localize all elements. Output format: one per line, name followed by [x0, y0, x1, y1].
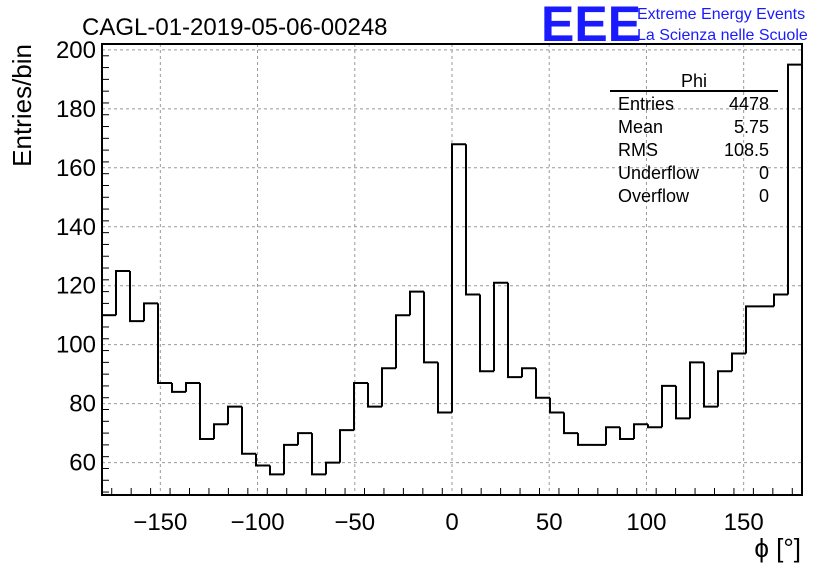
histogram-bin	[269, 465, 284, 476]
histogram-bin	[605, 426, 620, 445]
histogram-bin	[171, 382, 186, 393]
logo-line-2: La Scienza nelle Scuole	[637, 27, 808, 44]
x-axis: −150 −100 −50 0 50 100 150	[111, 488, 793, 536]
stats-label: Underflow	[618, 163, 700, 183]
histogram-bin	[115, 269, 130, 316]
histogram-bin	[633, 423, 648, 439]
x-tick-label: −100	[231, 509, 285, 536]
histogram-bin	[787, 63, 802, 295]
y-tick-label: 200	[56, 37, 96, 64]
histogram-bin	[773, 293, 788, 307]
stats-box: Phi Entries 4478 Mean 5.75 RMS 108.5 Underflow…	[610, 71, 778, 206]
histogram-bin	[311, 433, 326, 476]
stats-label: Overflow	[618, 186, 690, 206]
stats-title: Phi	[681, 71, 707, 91]
histogram-bin	[675, 385, 690, 420]
logo-line-1: Extreme Energy Events	[637, 6, 805, 23]
y-axis: 60 80 100 120 140 160 180 200	[56, 37, 109, 493]
histogram-bin	[549, 397, 564, 414]
y-tick-label: 120	[56, 273, 96, 300]
histogram-bin	[745, 305, 760, 354]
histogram-bin	[241, 406, 256, 455]
histogram-bin	[157, 303, 172, 384]
histogram-bin	[493, 281, 508, 372]
histogram-bin	[521, 367, 536, 378]
histogram-bin	[451, 143, 466, 413]
stats-value: 4478	[729, 94, 769, 114]
x-tick-label: −50	[334, 509, 375, 536]
histogram-bin	[339, 429, 354, 463]
x-tick-label: 100	[626, 509, 666, 536]
y-tick-label: 60	[69, 450, 96, 477]
histogram-bin	[255, 453, 270, 467]
x-tick-label: 150	[724, 509, 764, 536]
histogram-bin	[507, 282, 522, 379]
histogram-bin	[381, 367, 396, 407]
histogram-bin	[213, 423, 228, 439]
histogram-bin	[535, 368, 550, 399]
histogram-bin	[353, 381, 368, 431]
stats-label: Entries	[618, 94, 674, 114]
histogram-bin	[129, 270, 144, 323]
histogram-bin	[283, 443, 298, 475]
x-tick-label: 0	[445, 509, 458, 536]
histogram-bin	[703, 362, 718, 408]
histogram-bin	[577, 433, 592, 446]
histogram-bin	[689, 361, 704, 419]
histogram-bin	[647, 424, 662, 429]
histogram-bin	[409, 290, 424, 316]
x-axis-title: ϕ [°]	[754, 533, 801, 563]
stats-value: 0	[759, 163, 769, 183]
stats-label: RMS	[618, 140, 658, 160]
histogram-bin	[661, 384, 676, 428]
run-title: CAGL-01-2019-05-06-00248	[82, 14, 388, 41]
x-tick-label: 50	[536, 509, 563, 536]
x-tick-label: −150	[133, 509, 187, 536]
histogram-bin	[465, 144, 480, 296]
histogram-bin	[199, 382, 214, 440]
y-tick-label: 180	[56, 96, 96, 123]
histogram-bin	[619, 427, 634, 440]
plot-frame	[101, 43, 803, 496]
histogram-bin	[717, 370, 732, 407]
histogram-bin	[731, 352, 746, 372]
stats-value: 108.5	[724, 140, 769, 160]
histogram-bin	[563, 412, 578, 435]
y-tick-label: 140	[56, 214, 96, 241]
stats-label: Mean	[618, 117, 663, 137]
y-axis-title: Entries/bin	[7, 44, 37, 167]
histogram-bin	[479, 294, 494, 373]
histogram-bin	[367, 382, 382, 408]
histogram-bin	[423, 291, 438, 364]
histogram-bin	[227, 405, 242, 425]
histogram-bin	[143, 302, 158, 322]
stats-value: 0	[759, 186, 769, 206]
histogram-bin	[185, 381, 200, 392]
histogram-bin	[395, 314, 410, 369]
y-tick-label: 80	[69, 391, 96, 418]
stats-value: 5.75	[734, 117, 769, 137]
histogram-bin	[297, 432, 312, 445]
y-tick-label: 100	[56, 332, 96, 359]
eee-logo-text: EEE	[541, 0, 641, 52]
histogram-bin	[325, 461, 340, 475]
y-tick-label: 160	[56, 155, 96, 182]
histogram-bin	[437, 362, 452, 414]
histogram-bins	[102, 63, 802, 476]
